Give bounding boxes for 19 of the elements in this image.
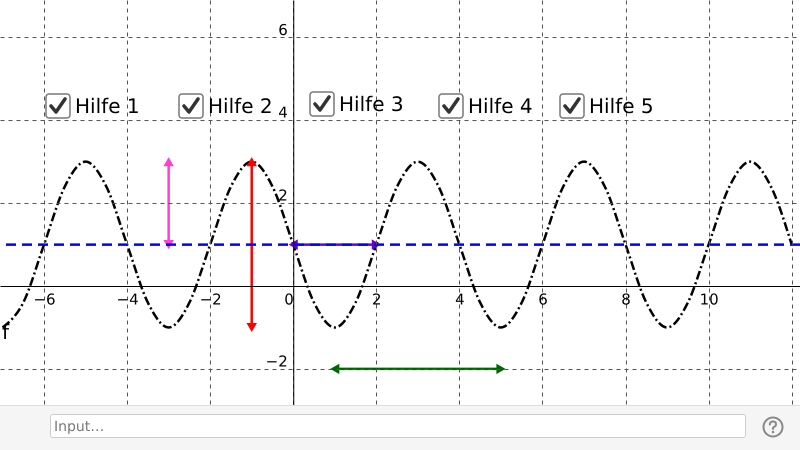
x-tick-label: 4	[455, 290, 465, 309]
x-tick-label: 0	[284, 290, 294, 309]
annotation: Hilfe 4	[468, 94, 533, 118]
x-tick-label: −4	[116, 290, 139, 309]
x-tick-label: 2	[372, 290, 382, 309]
y-tick-label: 2	[278, 186, 288, 205]
x-tick-label: −2	[200, 290, 222, 309]
y-tick-label: −2	[266, 352, 288, 370]
x-tick-label: 10	[700, 290, 719, 309]
y-tick-label: 6	[278, 20, 288, 39]
y-tick-label: 4	[278, 104, 288, 122]
annotation: Hilfe 5	[589, 94, 654, 118]
x-tick-label: −6	[33, 290, 56, 309]
x-tick-label: 8	[621, 290, 631, 309]
annotation: Hilfe 1	[75, 94, 140, 118]
annotation: Hilfe 2	[208, 94, 273, 118]
annotation: Hilfe 3	[339, 92, 404, 116]
x-tick-label: 6	[538, 290, 548, 309]
input-field: Input…	[50, 414, 746, 438]
